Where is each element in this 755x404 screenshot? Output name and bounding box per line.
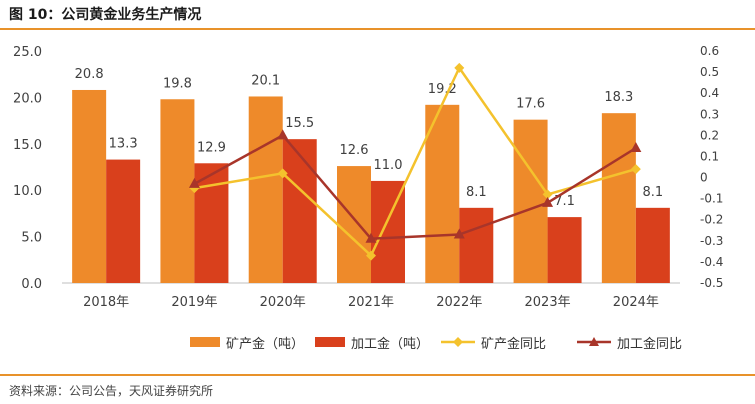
y-right-tick-label: 0.1 — [700, 149, 719, 163]
data-label-mine-gold: 12.6 — [340, 143, 369, 158]
x-tick-label: 2022年 — [436, 295, 482, 310]
y-right-tick-label: -0.1 — [700, 192, 723, 206]
data-label-process-gold: 12.9 — [197, 140, 226, 155]
bar-mine-gold — [160, 99, 195, 283]
y-right-tick-label: -0.5 — [700, 276, 723, 290]
x-tick-label: 2021年 — [348, 295, 394, 310]
mine-gold-yoy-point — [454, 62, 465, 73]
data-label-process-gold: 13.3 — [109, 137, 138, 152]
y-right-tick-label: 0 — [700, 171, 708, 185]
data-label-process-gold: 8.1 — [643, 185, 664, 200]
data-label-process-gold: 11.0 — [374, 158, 403, 173]
y-left-tick-label: 5.0 — [21, 231, 42, 246]
process-gold-yoy-point — [365, 232, 377, 243]
y-left-tick-label: 20.0 — [13, 91, 42, 106]
data-label-mine-gold: 18.3 — [604, 90, 633, 105]
y-right-tick-label: -0.2 — [700, 213, 723, 227]
process-gold-yoy-point — [277, 129, 289, 140]
mine-gold-yoy-point — [366, 250, 376, 261]
mine-gold-yoy-point — [542, 189, 553, 200]
bar-mine-gold — [337, 166, 371, 283]
data-label-process-gold: 8.1 — [466, 185, 487, 200]
x-tick-label: 2020年 — [260, 295, 306, 310]
bar-mine-gold — [601, 113, 636, 284]
y-left-tick-label: 0.0 — [21, 277, 42, 292]
bar-mine-gold — [72, 89, 107, 283]
legend-swatch-process-gold — [315, 337, 345, 347]
legend-label-process-gold: 加工金（吨） — [351, 336, 430, 352]
legend-item-mine-gold-yoy: 矿产金同比 — [441, 331, 546, 353]
y-right-tick-label: 0.4 — [700, 86, 719, 100]
process-gold-yoy-point — [542, 196, 554, 207]
y-right-tick-label: -0.4 — [700, 255, 723, 269]
y-right-tick-label: 0.6 — [700, 44, 719, 58]
legend-swatch-mine-gold-yoy — [441, 337, 475, 347]
process-gold-yoy-line — [193, 134, 637, 240]
data-label-mine-gold: 17.6 — [516, 97, 545, 112]
x-tick-label: 2023年 — [525, 295, 571, 310]
source-note: 资料来源：公司公告，天风证券研究所 — [9, 384, 214, 398]
x-tick-label: 2019年 — [171, 295, 217, 310]
y-left-tick-label: 25.0 — [13, 45, 42, 60]
data-label-process-gold: 15.5 — [285, 116, 314, 131]
mine-gold-yoy-point — [277, 168, 288, 179]
bar-mine-gold — [248, 96, 283, 283]
data-label-mine-gold: 20.1 — [251, 73, 280, 88]
y-right-tick-label: 0.2 — [700, 128, 719, 142]
mine-gold-yoy-point — [630, 164, 641, 175]
data-label-mine-gold: 20.8 — [75, 67, 104, 82]
legend-label-process-gold-yoy: 加工金同比 — [617, 336, 683, 352]
legend: 矿产金（吨） 加工金（吨） 矿产金同比 加工金同比 — [0, 331, 755, 353]
top-rule — [0, 28, 755, 30]
bar-mine-gold — [425, 104, 460, 283]
bar-process-gold — [106, 159, 141, 283]
data-label-mine-gold: 19.2 — [428, 82, 457, 97]
data-label-mine-gold: 19.8 — [163, 76, 192, 91]
y-right-tick-label: 0.3 — [700, 107, 719, 121]
y-right-tick-label: -0.3 — [700, 234, 723, 248]
bar-mine-gold — [513, 119, 548, 283]
x-tick-label: 2018年 — [83, 295, 129, 310]
y-left-tick-label: 15.0 — [13, 138, 42, 153]
figure-title: 图 10：公司黄金业务生产情况 — [9, 7, 202, 23]
bar-process-gold — [282, 139, 317, 283]
legend-item-process-gold-yoy: 加工金同比 — [577, 331, 682, 353]
process-gold-yoy-point — [188, 177, 200, 188]
legend-label-mine-gold: 矿产金（吨） — [226, 336, 305, 352]
y-left-tick-label: 10.0 — [13, 184, 42, 199]
legend-swatch-mine-gold — [190, 337, 220, 347]
bar-process-gold — [547, 217, 582, 283]
mine-gold-yoy-line — [194, 66, 637, 257]
gold-production-chart: 0.0 5.0 10.0 15.0 20.0 25.0 -0.5 -0.4 -0.3 -0.2 -0… — [13, 44, 723, 310]
legend-item-process-gold: 加工金（吨） — [315, 331, 429, 353]
data-label-process-gold: 7.1 — [554, 194, 575, 209]
process-gold-yoy-point — [630, 142, 642, 153]
bar-process-gold — [635, 207, 670, 283]
legend-swatch-process-gold-yoy — [577, 337, 611, 346]
legend-label-mine-gold-yoy: 矿产金同比 — [481, 336, 547, 352]
process-gold-yoy-point — [453, 228, 465, 239]
bar-process-gold — [459, 207, 494, 283]
legend-item-mine-gold: 矿产金（吨） — [190, 331, 304, 353]
bottom-rule — [0, 374, 755, 376]
y-right-tick-label: 0.5 — [700, 65, 719, 79]
x-tick-label: 2024年 — [613, 295, 659, 310]
